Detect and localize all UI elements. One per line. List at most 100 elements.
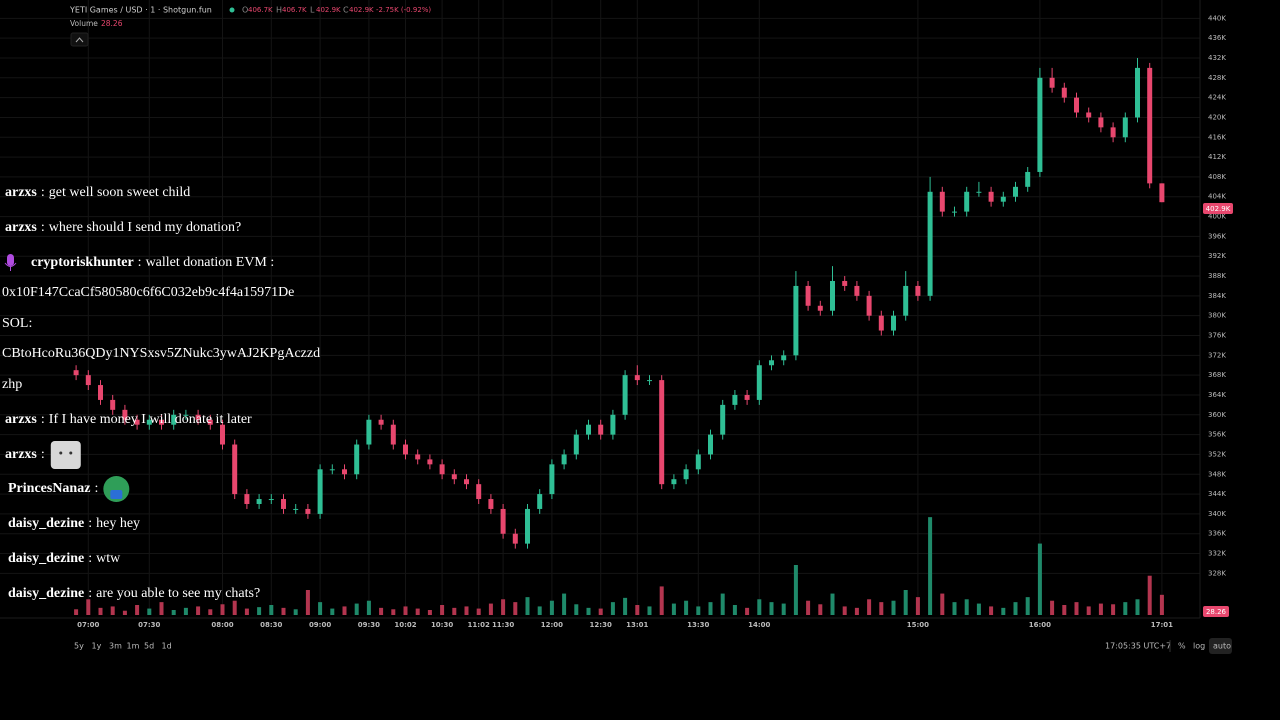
volume-pane [74, 517, 1164, 615]
candle-body [354, 444, 360, 475]
collapse-button[interactable] [70, 32, 89, 47]
candle-body [903, 285, 909, 316]
volume-bar [647, 606, 652, 615]
candle-body [573, 434, 579, 455]
volume-bar [1123, 602, 1128, 615]
volume-bar [684, 600, 689, 615]
mic-icon [7, 254, 14, 266]
candle-body [647, 380, 652, 382]
candle-body [805, 285, 811, 306]
y-tick-label: 416K [1208, 133, 1226, 141]
candles [73, 57, 1165, 549]
candle-body [1159, 183, 1165, 203]
volume-bar [183, 607, 188, 615]
chat-message: wtw [96, 551, 121, 566]
volume-bar [830, 593, 835, 615]
candle-body [305, 508, 311, 514]
candle-body [842, 280, 848, 286]
volume-bar [415, 608, 420, 615]
volume-bar [549, 600, 554, 615]
y-tick-label: 340K [1208, 510, 1226, 518]
candle-body [988, 191, 994, 202]
volume-bar [391, 609, 396, 615]
candle-body [1037, 77, 1043, 172]
volume-bar [732, 605, 737, 615]
candle-body [878, 315, 884, 331]
x-tick-label: 14:00 [748, 621, 770, 629]
candle-body [488, 499, 494, 509]
ohlc-value: 402.9K [349, 6, 374, 14]
candle-body [1074, 97, 1079, 113]
volume-bar [501, 599, 506, 615]
chat-separator: : [88, 516, 92, 531]
candle-body [171, 414, 177, 425]
candle-body [207, 419, 213, 425]
volume-bar [781, 603, 786, 615]
chat-message: 0x10F147CcaCf580580c6f6C032eb9c4f4a15971… [2, 285, 294, 300]
volume-bar [903, 590, 908, 615]
auto-button-bg[interactable] [1209, 638, 1232, 654]
volume-bar [513, 602, 518, 615]
candle-body [1061, 87, 1067, 98]
chat-username: daisy_dezine [8, 551, 84, 566]
candle-body [366, 419, 372, 445]
range-button[interactable]: 1m [127, 642, 140, 651]
price-axis: 440K 436K 432K 428K 424K 420K 416K 412K 408K 404K… [1208, 14, 1226, 577]
chat-separator: : [41, 185, 45, 200]
x-tick-label: 09:30 [358, 621, 380, 629]
candle-body [1086, 112, 1092, 118]
candle-body [634, 375, 640, 381]
y-tick-label: 360K [1208, 411, 1226, 419]
candle-body [561, 454, 567, 465]
x-tick-label: 17:01 [1151, 621, 1173, 629]
candle-body [159, 419, 164, 425]
auto-button[interactable]: auto [1213, 642, 1231, 651]
volume-bar [793, 565, 798, 615]
y-tick-label: 424K [1208, 94, 1226, 102]
range-button[interactable]: 1y [92, 642, 102, 651]
volume-bar [952, 602, 957, 615]
volume-bar [318, 602, 323, 615]
volume-bar [623, 597, 628, 615]
volume-bar [708, 602, 713, 615]
volume-bar [964, 599, 969, 615]
cat-eye [69, 451, 73, 455]
y-tick-label: 400K [1208, 213, 1226, 221]
candle-body [793, 285, 799, 356]
range-button[interactable]: 5d [144, 642, 154, 651]
log-button[interactable]: log [1193, 642, 1205, 651]
candle-body [586, 424, 591, 435]
volume-bar [635, 605, 640, 615]
range-button[interactable]: 3m [109, 642, 122, 651]
volume-bar [86, 599, 91, 615]
volume-bar [257, 607, 262, 615]
range-button[interactable]: 1d [162, 642, 172, 651]
y-tick-label: 368K [1208, 371, 1226, 379]
candle-body [281, 499, 286, 509]
ohlc-value: 406.7K [282, 6, 307, 14]
y-tick-label: 352K [1208, 450, 1226, 458]
candle-body [183, 414, 189, 416]
candle-body [476, 484, 482, 500]
x-tick-label: 16:00 [1029, 621, 1051, 629]
volume-bar [1086, 606, 1091, 615]
candle-body [1110, 127, 1116, 138]
ohlc-value: 406.7K [248, 6, 273, 14]
volume-bar [281, 607, 286, 615]
chat-username: arzxs [5, 447, 37, 462]
face-detail [110, 490, 123, 499]
x-tick-label: 07:30 [138, 621, 160, 629]
candle-body [854, 285, 860, 296]
volume-bar [476, 608, 481, 615]
volume-bar [842, 606, 847, 615]
collapse-icon [75, 37, 84, 43]
candle-body [964, 191, 970, 212]
volume-bar [232, 600, 237, 615]
range-button[interactable]: 5y [74, 642, 84, 651]
chat-message: are you able to see my chats? [96, 586, 260, 601]
candle-body [756, 365, 762, 400]
percent-button[interactable]: % [1178, 642, 1186, 651]
volume-bar [208, 609, 213, 615]
volume-bar [293, 609, 298, 615]
